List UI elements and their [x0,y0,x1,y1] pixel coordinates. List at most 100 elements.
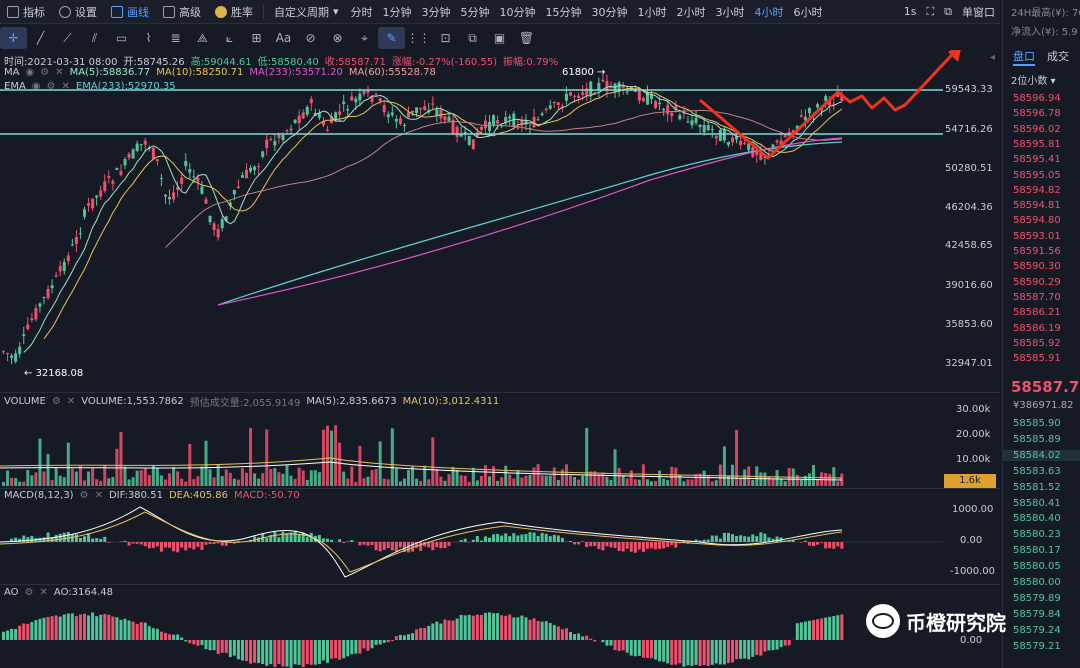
gear-icon[interactable]: ⚙ [24,587,34,598]
eye-icon[interactable]: ◉ [25,67,35,78]
ask-price[interactable]: 58596.94 [1013,93,1061,104]
close-icon[interactable]: ✕ [94,490,103,501]
ask-price[interactable]: 58585.91 [1013,353,1061,365]
ask-price[interactable]: 58596.78 [1013,108,1061,120]
precision-dropdown[interactable]: 2位小数 ▾ [1011,76,1056,87]
ask-price[interactable]: 58591.56 [1013,246,1061,257]
ao-bar [564,628,568,640]
speed-toggle[interactable]: 1s [903,5,917,18]
line-tool-icon[interactable]: ╱ [36,31,45,45]
bid-price[interactable]: 58584.02 [1003,449,1080,461]
copy-icon[interactable]: ⧉ [468,30,477,45]
text-tool-icon[interactable]: Aa [275,31,292,45]
bid-price[interactable]: 58585.89 [1013,433,1061,445]
fibonacci-tool-icon[interactable]: ≣ [170,31,181,45]
fullscreen-icon[interactable]: ⛶ [926,4,935,18]
save-icon[interactable]: ▣ [493,31,506,45]
close-icon[interactable]: ✕ [61,81,70,92]
magnet-icon[interactable]: ⊘ [305,31,316,45]
tab-period[interactable]: 1小时 [637,5,667,19]
tab-period[interactable]: 10分钟 [499,5,536,19]
hide-drawings-icon[interactable]: ⊗ [332,31,343,45]
close-icon[interactable]: ✕ [55,67,64,78]
ask-price[interactable]: 58594.80 [1013,215,1061,227]
gear-icon[interactable]: ⚙ [46,81,56,92]
layers-icon[interactable]: ⋮⋮ [406,31,431,45]
custom-period-dropdown[interactable]: 自定义周期 ▾ [274,5,339,19]
ask-price[interactable]: 58586.19 [1013,322,1061,334]
bid-price[interactable]: 58581.52 [1013,481,1061,493]
bid-price[interactable]: 58585.90 [1013,418,1061,429]
gear-icon[interactable]: ⚙ [79,490,89,501]
bid-price[interactable]: 58580.05 [1013,561,1061,573]
price-chart[interactable] [0,50,1000,392]
bid-price[interactable]: 58579.21 [1013,640,1061,652]
gear-icon[interactable]: ⚙ [40,67,50,78]
ask-price[interactable]: 58585.92 [1013,337,1061,349]
tab-period[interactable]: 分时 [350,5,373,19]
tab-period[interactable]: 2小时 [676,5,706,19]
trash-icon[interactable]: 🗑 [518,31,535,45]
macd-bar [58,533,62,542]
ruler-icon[interactable]: ⌖ [361,30,368,45]
close-icon[interactable]: ✕ [66,396,76,407]
lock-icon[interactable]: ⊡ [440,31,451,45]
bid-price[interactable]: 58579.24 [1013,624,1061,636]
polyline-tool-icon[interactable]: ⟀ [225,30,234,45]
ask-price[interactable]: 58590.29 [1013,276,1061,288]
ao-bar [26,623,30,640]
tab-period[interactable]: 4小时 [754,5,784,19]
bid-price[interactable]: 58579.89 [1013,592,1061,604]
bid-price[interactable]: 58580.23 [1013,529,1061,541]
ask-price[interactable]: 58593.01 [1013,230,1061,242]
ask-price[interactable]: 58590.30 [1013,261,1061,273]
bid-price[interactable]: 58583.63 [1013,465,1061,477]
tab-trades[interactable]: 成交 [1047,50,1069,63]
snapshot-icon[interactable]: ⧉ [944,4,952,18]
candle-body [208,215,212,223]
crosshair-icon[interactable]: ✛ [0,27,27,49]
path-tool-icon[interactable]: ⌇ [145,31,152,45]
ask-price[interactable]: 58595.81 [1013,138,1061,150]
tab-period[interactable]: 15分钟 [545,5,582,19]
ask-price[interactable]: 58586.21 [1013,307,1061,319]
tab-period[interactable]: 6小时 [793,5,823,19]
ask-price[interactable]: 58594.81 [1013,200,1061,212]
tab-period[interactable]: 30分钟 [591,5,628,19]
tab-period[interactable]: 5分钟 [460,5,490,19]
close-icon[interactable]: ✕ [39,587,48,598]
measure-tool-icon[interactable]: ⊞ [251,31,262,45]
tab-period[interactable]: 1分钟 [382,5,412,19]
settings-button[interactable]: 设置 [52,4,104,20]
macd-bar [569,540,572,542]
advanced-button[interactable]: 高级 [156,4,208,20]
ask-price[interactable]: 58595.41 [1013,154,1061,166]
win-rate-button[interactable]: 胜率 [208,4,260,20]
draw-line-button[interactable]: 画线 [104,4,156,20]
parallel-tool-icon[interactable]: ⫽ [91,30,98,45]
volume-bar [475,480,479,486]
pattern-tool-icon[interactable]: ⟁ [197,30,208,45]
single-window-button[interactable]: 单窗口 [962,5,995,19]
ask-price[interactable]: 58587.70 [1013,291,1061,303]
rectangle-tool-icon[interactable]: ▭ [115,31,128,45]
axis-handle-icon[interactable]: ◂ [990,52,996,63]
ask-price[interactable]: 58596.02 [1013,123,1061,135]
indicator-button[interactable]: 指标 [0,4,52,20]
ask-price[interactable]: 58595.05 [1013,169,1061,181]
bid-price[interactable]: 58580.40 [1013,513,1061,525]
tab-period[interactable]: 3分钟 [421,5,451,19]
bid-price[interactable]: 58580.00 [1013,577,1061,588]
volume-bar [463,475,467,486]
eye-icon[interactable]: ◉ [31,81,41,92]
bid-price[interactable]: 58579.84 [1013,608,1061,620]
tab-period[interactable]: 3小时 [715,5,745,19]
ask-price[interactable]: 58594.82 [1013,184,1061,196]
bid-price[interactable]: 58580.17 [1013,545,1061,557]
tab-orderbook[interactable]: 盘口 [1013,48,1035,66]
volume-bar [317,472,321,486]
gear-icon[interactable]: ⚙ [51,396,61,407]
bid-price[interactable]: 58580.41 [1013,497,1061,509]
pencil-icon[interactable]: ✎ [378,27,405,49]
ray-tool-icon[interactable]: ⟋ [63,30,72,45]
